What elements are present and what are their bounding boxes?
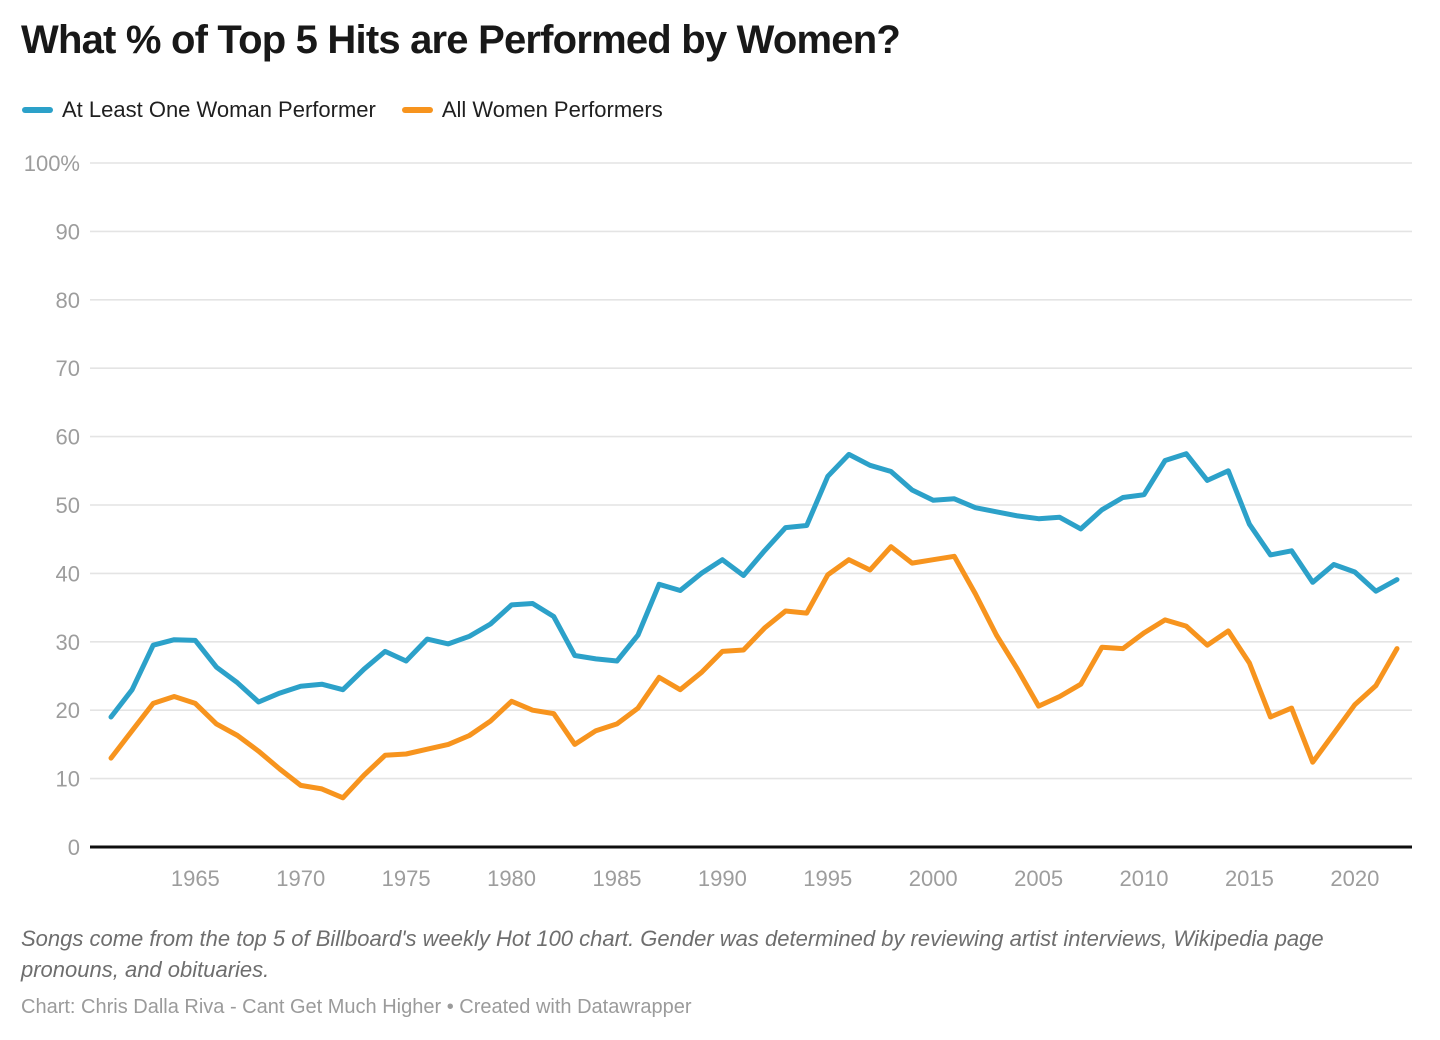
- chart-notes: Songs come from the top 5 of Billboard's…: [21, 926, 1324, 983]
- x-tick-label-2020: 2020: [1330, 866, 1379, 891]
- y-tick-label-30: 30: [56, 630, 80, 655]
- x-tick-label-1975: 1975: [382, 866, 431, 891]
- x-tick-label-2010: 2010: [1120, 866, 1169, 891]
- x-tick-label-1985: 1985: [592, 866, 641, 891]
- chart-title: What % of Top 5 Hits are Performed by Wo…: [21, 18, 901, 62]
- y-tick-label-0: 0: [68, 835, 80, 860]
- x-tick-label-1970: 1970: [276, 866, 325, 891]
- x-tick-label-2000: 2000: [909, 866, 958, 891]
- y-tick-label-100: 100%: [24, 151, 80, 176]
- x-tick-label-1995: 1995: [803, 866, 852, 891]
- legend-swatch-blue-icon: [22, 107, 53, 113]
- y-tick-label-70: 70: [56, 356, 80, 381]
- legend: At Least One Woman Performer All Women P…: [22, 97, 663, 123]
- y-tick-label-10: 10: [56, 767, 80, 792]
- legend-item-all-women-performers: All Women Performers: [401, 97, 663, 123]
- x-tick-label-2005: 2005: [1014, 866, 1063, 891]
- x-tick-label-1965: 1965: [171, 866, 220, 891]
- legend-label: All Women Performers: [441, 97, 663, 122]
- y-tick-label-80: 80: [56, 288, 80, 313]
- chart-byline: Chart: Chris Dalla Riva - Cant Get Much …: [21, 996, 692, 1018]
- legend-label: At Least One Woman Performer: [62, 97, 376, 122]
- y-tick-label-20: 20: [56, 698, 80, 723]
- x-tick-label-2015: 2015: [1225, 866, 1274, 891]
- x-tick-label-1980: 1980: [487, 866, 536, 891]
- y-tick-label-60: 60: [56, 425, 80, 450]
- y-tick-label-50: 50: [56, 493, 80, 518]
- legend-swatch-orange-icon: [401, 107, 433, 113]
- legend-item-at-least-one-woman-performer: At Least One Woman Performer: [22, 97, 376, 123]
- y-tick-label-90: 90: [56, 219, 80, 244]
- series-line-all-women-performers: [108, 544, 1400, 801]
- x-tick-label-1990: 1990: [698, 866, 747, 891]
- y-tick-label-40: 40: [56, 561, 80, 586]
- series-line-at-least-one-woman-performer: [108, 451, 1400, 720]
